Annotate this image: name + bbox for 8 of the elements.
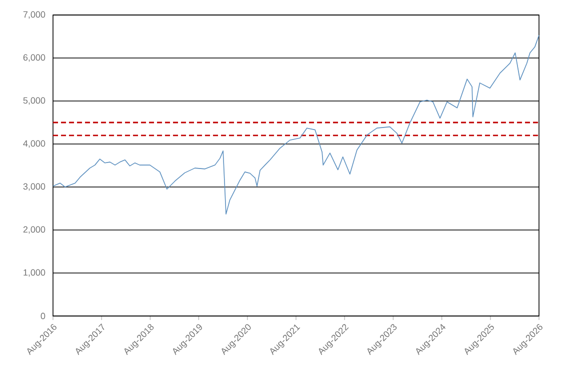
y-tick-label: 2,000 [23, 226, 46, 234]
y-tick-label: 3,000 [23, 183, 46, 191]
y-tick-label: 5,000 [23, 97, 46, 105]
y-tick-label: 7,000 [23, 11, 46, 19]
y-tick-label: 4,000 [23, 140, 46, 148]
y-tick-label: 0 [40, 312, 46, 320]
y-tick-label: 6,000 [23, 54, 46, 62]
y-tick-label: 1,000 [24, 269, 46, 277]
